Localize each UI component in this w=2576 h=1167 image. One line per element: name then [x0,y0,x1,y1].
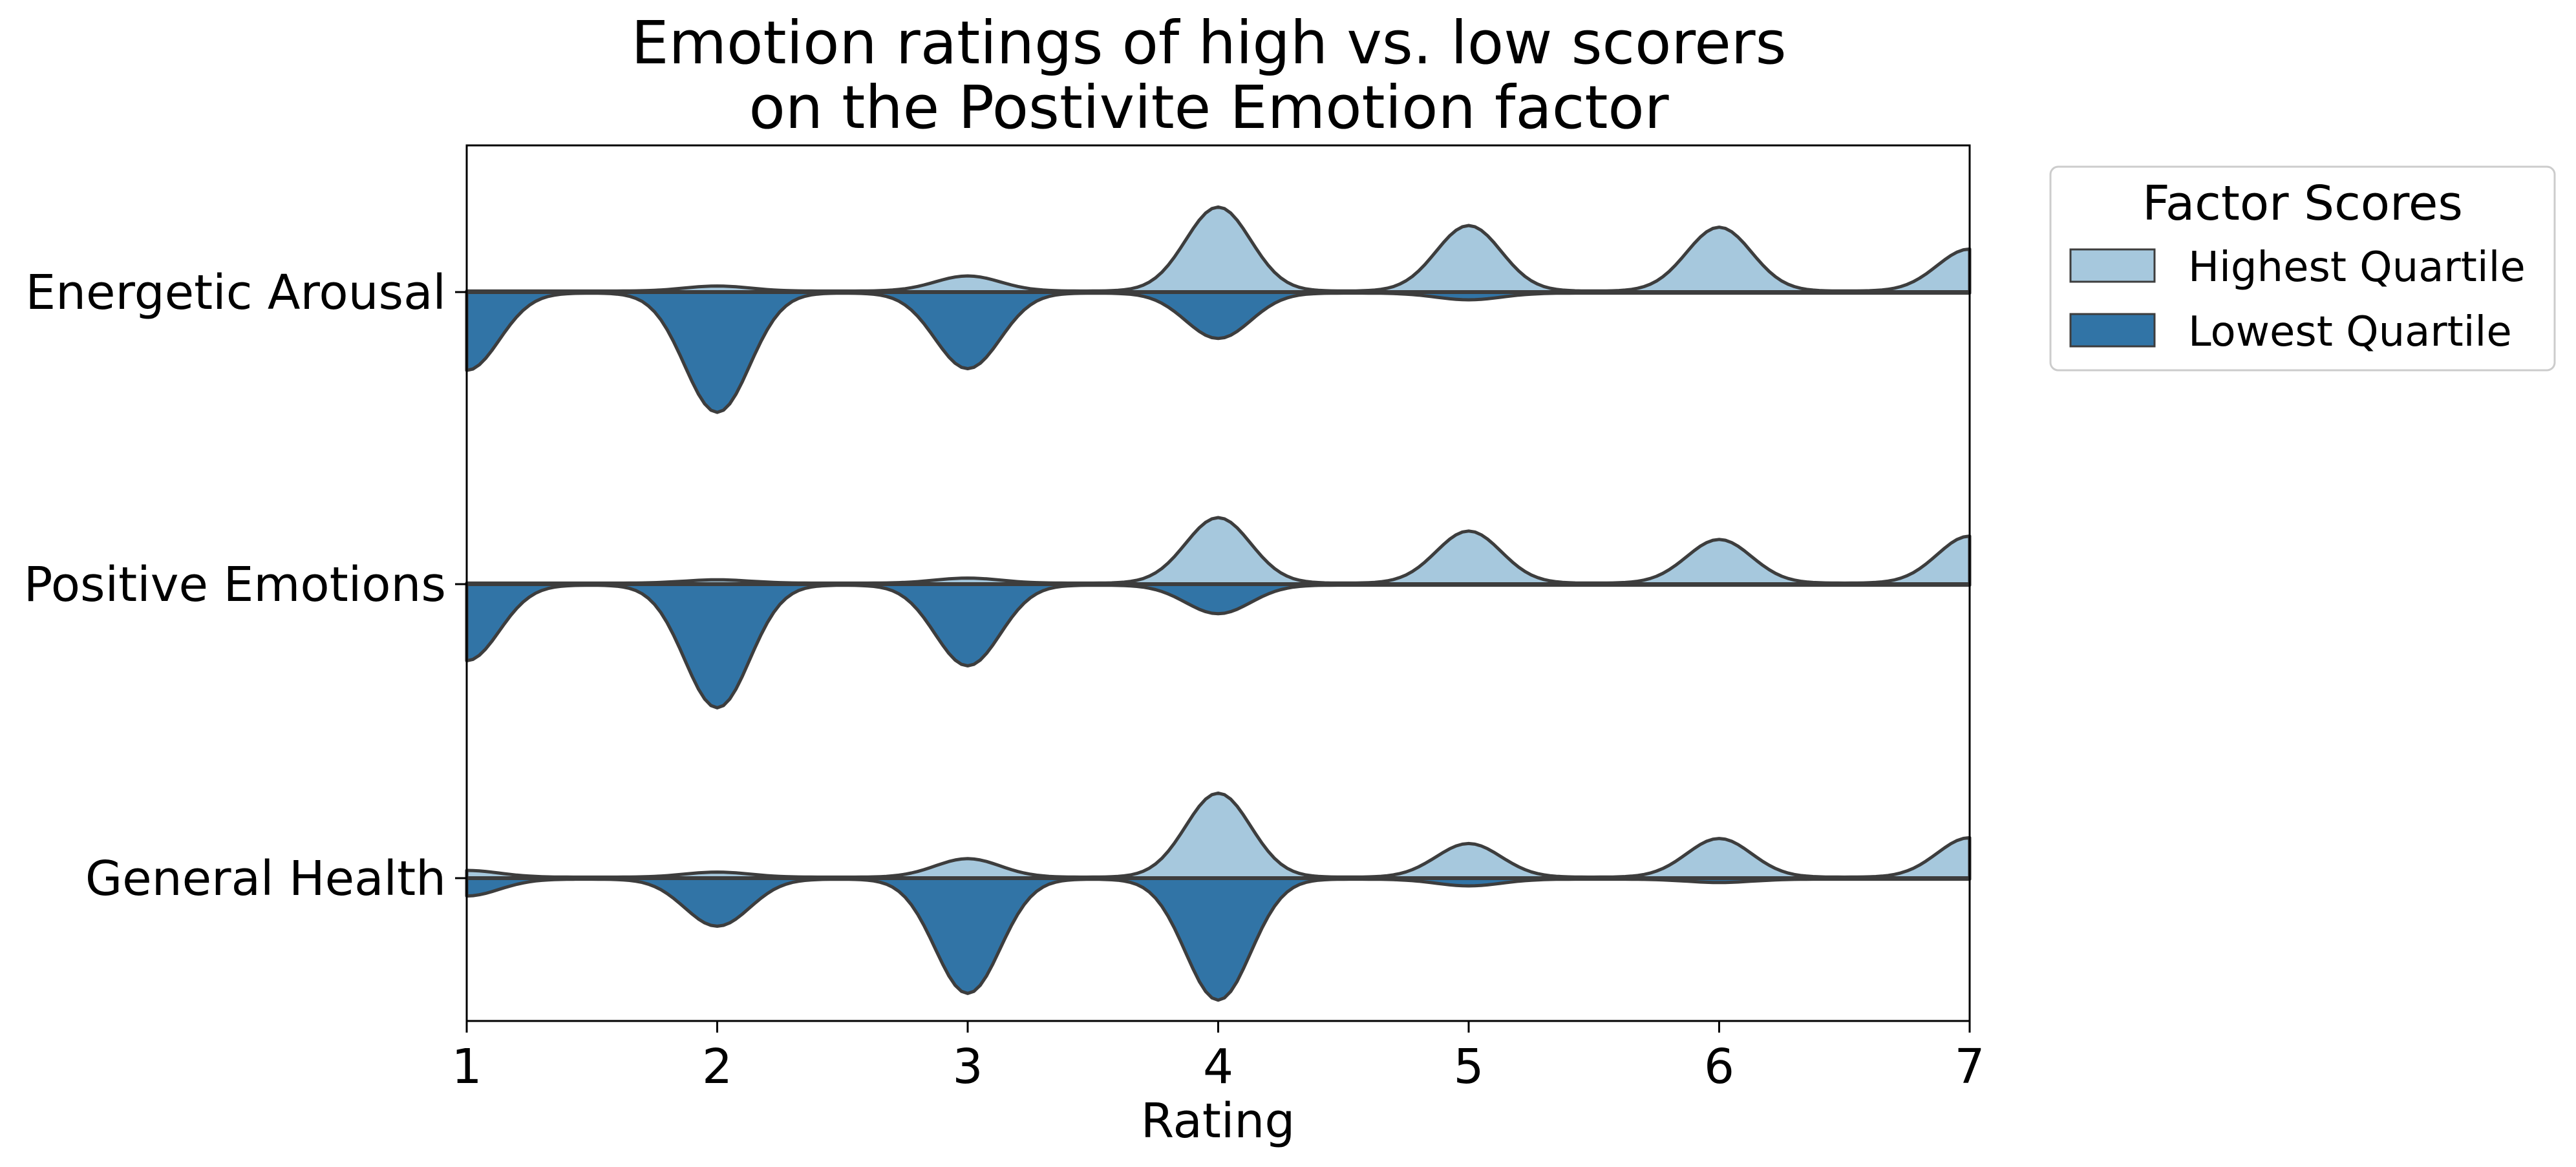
legend-swatch-highest [2069,248,2156,283]
x-axis-ticks: 1 2 3 4 5 6 7 [451,1021,1985,1095]
y-tick-label-general-health: General Health [85,851,446,907]
legend-label-highest: Highest Quartile [2188,244,2526,291]
x-tick-label-4: 4 [1203,1039,1233,1095]
x-tick-label-5: 5 [1453,1039,1484,1095]
x-tick-label-1: 1 [451,1039,482,1095]
legend-label-lowest: Lowest Quartile [2188,308,2512,356]
x-tick-label-2: 2 [702,1039,732,1095]
legend-swatch-lowest [2069,313,2156,348]
plot-frame [465,144,1971,1022]
legend-title: Factor Scores [2142,176,2463,231]
legend-frame [2049,165,2556,372]
violin-lowest-quartile-general-health [465,876,1972,1002]
violin-highest-quartile-general-health [465,791,1972,880]
y-axis-ticks: Energetic Arousal Positive Emotions Genera… [24,265,467,907]
violin-highest-quartile-positive-emotions [465,516,1972,586]
violins-layer [465,205,1972,1002]
x-tick-label-3: 3 [952,1039,983,1095]
chart-title-line-2: on the Postivite Emotion factor [749,73,1668,142]
x-axis-label: Rating [1141,1093,1295,1149]
x-tick-label-6: 6 [1704,1039,1734,1095]
legend: Factor Scores Highest Quartile Lowest Qu… [2049,165,2556,372]
violin-highest-quartile-energetic-arousal [465,205,1972,294]
y-tick-label-positive-emotions: Positive Emotions [24,557,446,613]
y-tick-label-energetic-arousal: Energetic Arousal [25,265,446,321]
x-tick-label-7: 7 [1954,1039,1985,1095]
chart-title-line-1: Emotion ratings of high vs. low scorers [631,8,1786,78]
